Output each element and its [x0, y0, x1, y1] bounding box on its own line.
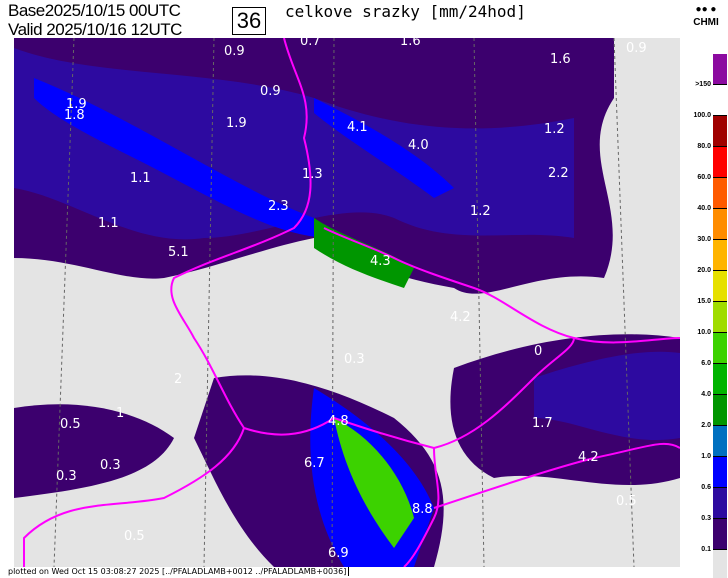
- map-value-label: 1.8: [64, 108, 85, 123]
- legend-label: 6.0: [701, 360, 711, 367]
- map-value-label: 1.3: [302, 167, 323, 182]
- map-title: celkove srazky [mm/24hod]: [285, 2, 526, 21]
- map-value-label: 2: [174, 372, 183, 387]
- legend-swatch: [713, 209, 727, 240]
- graticule: [53, 38, 635, 567]
- precipitation-field: [14, 38, 680, 567]
- map-value-label: 1: [116, 406, 125, 421]
- precip-band-blue: [34, 78, 334, 238]
- valid-time: Valid 2025/10/16 12UTC: [8, 21, 182, 39]
- forecast-hour-box: 36: [232, 7, 266, 35]
- base-time: Base2025/10/15 00UTC: [8, 1, 181, 20]
- legend-label: 100.0: [693, 112, 711, 119]
- map-value-label: 8.8: [412, 502, 433, 517]
- map-value-label: 6.9: [328, 546, 349, 561]
- legend-label: 80.0: [697, 143, 711, 150]
- map-value-label: 0.3: [344, 352, 365, 367]
- legend-label: >150: [695, 81, 711, 88]
- plot-footer: plotted on Wed Oct 15 03:08:27 2025 [../…: [8, 567, 350, 576]
- map-value-label: 2.2: [548, 166, 569, 181]
- map-value-label: 0.9: [224, 44, 245, 59]
- map-area: 0.7 1.6 0.9 0.9 1.6 0.9 1.9 4.1 1.2 1.8 …: [14, 38, 680, 567]
- legend-label: 0.6: [701, 484, 711, 491]
- precip-band-blue2: [314, 98, 454, 198]
- legend-swatch: [713, 519, 727, 550]
- legend-swatch: [713, 116, 727, 147]
- map-value-label: 1.6: [400, 38, 421, 49]
- map-value-label: 0.9: [260, 84, 281, 99]
- map-value-label: 4.2: [450, 310, 471, 325]
- map-value-label: 2.3: [268, 199, 289, 214]
- legend-label: 30.0: [697, 236, 711, 243]
- precip-area-south-green: [334, 418, 414, 548]
- logo-text: CHMI: [693, 17, 719, 28]
- legend-swatch: [713, 550, 727, 578]
- legend-swatch: [713, 178, 727, 209]
- country-borders: [23, 38, 680, 567]
- logo-mark-icon: ●● ●: [695, 4, 717, 15]
- legend-swatch: [713, 488, 727, 519]
- legend-label: 0.1: [701, 546, 711, 553]
- legend-swatch: [713, 147, 727, 178]
- map-value-label: 0.5: [616, 494, 637, 509]
- map-value-label: 1.6: [550, 52, 571, 67]
- legend-label: 15.0: [697, 298, 711, 305]
- legend-swatch: [713, 457, 727, 488]
- map-value-label: 0.9: [626, 41, 647, 56]
- legend-swatch: [713, 364, 727, 395]
- legend-label: 2.0: [701, 422, 711, 429]
- legend-label: 0.3: [701, 515, 711, 522]
- map-value-label: 1.7: [532, 416, 553, 431]
- color-legend: [713, 54, 727, 578]
- legend-label: 1.0: [701, 453, 711, 460]
- precip-area-west: [14, 404, 174, 498]
- precip-area-east-blue: [534, 351, 680, 441]
- legend-swatch: [713, 426, 727, 457]
- map-value-label: 4.3: [370, 254, 391, 269]
- legend-label: 20.0: [697, 267, 711, 274]
- valid-label: Valid: [8, 20, 43, 39]
- legend-swatch: [713, 395, 727, 426]
- legend-label: 4.0: [701, 391, 711, 398]
- valid-value: 2025/10/16 12UTC: [46, 20, 182, 39]
- legend-label: 40.0: [697, 205, 711, 212]
- map-value-label: 1.2: [470, 204, 491, 219]
- map-value-label: 4.8: [328, 414, 349, 429]
- chmi-logo: ●● ● CHMI: [686, 3, 726, 29]
- map-value-label: 5.1: [168, 245, 189, 260]
- map-value-label: 0.5: [60, 417, 81, 432]
- legend-label: 10.0: [697, 329, 711, 336]
- map-value-label: 4.1: [347, 120, 368, 135]
- legend-swatch: [713, 333, 727, 364]
- legend-swatch: [713, 240, 727, 271]
- map-value-label: 0.7: [300, 38, 321, 49]
- map-value-label: 0: [534, 344, 543, 359]
- base-label: Base: [8, 1, 45, 20]
- map-value-label: 1.9: [226, 116, 247, 131]
- map-value-label: 6.7: [304, 456, 325, 471]
- legend-swatch: [713, 54, 727, 85]
- map-value-label: 0.3: [56, 469, 77, 484]
- map-value-label: 1.1: [130, 171, 151, 186]
- map-value-label: 4.2: [578, 450, 599, 465]
- legend-swatch: [713, 271, 727, 302]
- legend-swatch: [713, 85, 727, 116]
- map-value-label: 1.1: [98, 216, 119, 231]
- map-value-label: 0.5: [124, 529, 145, 544]
- legend-swatch: [713, 302, 727, 333]
- map-value-label: 1.9: [66, 97, 87, 112]
- base-value: 2025/10/15 00UTC: [44, 1, 181, 20]
- map-value-label: 1.2: [544, 122, 565, 137]
- legend-label: 60.0: [697, 174, 711, 181]
- map-value-label: 4.0: [408, 138, 429, 153]
- map-value-label: 0.3: [100, 458, 121, 473]
